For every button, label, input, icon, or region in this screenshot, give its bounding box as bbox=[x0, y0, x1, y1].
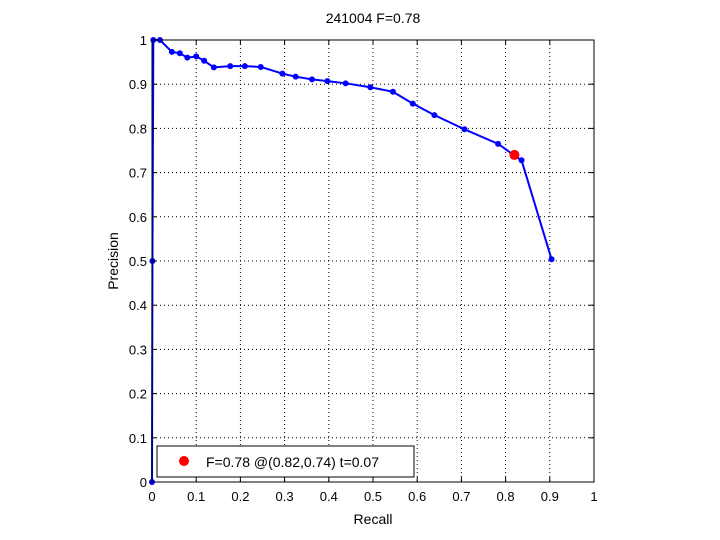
y-tick-label: 0.2 bbox=[129, 387, 147, 402]
data-point bbox=[461, 126, 468, 133]
x-tick-label: 0.2 bbox=[231, 489, 249, 504]
ticks bbox=[151, 39, 595, 483]
x-tick-label: 0.6 bbox=[408, 489, 426, 504]
data-point bbox=[168, 48, 175, 55]
data-point bbox=[431, 112, 438, 119]
y-tick-label: 0.1 bbox=[129, 431, 147, 446]
legend: F=0.78 @(0.82,0.74) t=0.07 bbox=[156, 445, 415, 478]
x-tick-label: 0.9 bbox=[541, 489, 559, 504]
highlight bbox=[509, 149, 520, 160]
data-point bbox=[342, 80, 349, 87]
y-axis-title: Precision bbox=[105, 232, 121, 290]
y-tick-label: 0.9 bbox=[129, 77, 147, 92]
x-tick-label: 0 bbox=[148, 489, 155, 504]
data-point bbox=[176, 50, 183, 57]
data-point bbox=[548, 256, 555, 263]
x-tick-labels: 0 0.1 0.2 0.3 0.4 0.5 0.6 0.7 0.8 0.9 1 bbox=[148, 489, 597, 504]
series bbox=[149, 37, 555, 485]
x-tick-label: 0.4 bbox=[320, 489, 338, 504]
data-point bbox=[184, 54, 191, 61]
data-point bbox=[257, 63, 264, 70]
y-tick-label: 0.3 bbox=[129, 342, 147, 357]
data-point bbox=[495, 140, 502, 147]
y-tick-label: 1 bbox=[140, 33, 147, 48]
y-tick-label: 0.8 bbox=[129, 121, 147, 136]
y-tick-labels: 0 0.1 0.2 0.3 0.4 0.5 0.6 0.7 0.8 0.9 1 bbox=[129, 33, 147, 490]
y-tick-label: 0 bbox=[140, 475, 147, 490]
data-point bbox=[518, 157, 525, 164]
x-tick-label: 0.5 bbox=[364, 489, 382, 504]
x-tick-label: 0.1 bbox=[187, 489, 205, 504]
legend-label: F=0.78 @(0.82,0.74) t=0.07 bbox=[206, 454, 379, 470]
data-point bbox=[227, 63, 234, 70]
y-tick-label: 0.6 bbox=[129, 210, 147, 225]
x-tick-label: 0.3 bbox=[276, 489, 294, 504]
data-point bbox=[367, 84, 374, 91]
data-point bbox=[279, 70, 286, 77]
x-tick-label: 1 bbox=[590, 489, 597, 504]
x-tick-label: 0.7 bbox=[452, 489, 470, 504]
y-tick-label: 0.4 bbox=[129, 298, 147, 313]
data-point bbox=[193, 53, 200, 60]
data-point bbox=[241, 63, 248, 70]
data-point bbox=[210, 64, 217, 71]
y-tick-label: 0.7 bbox=[129, 166, 147, 181]
best-f-point bbox=[509, 149, 520, 160]
x-axis-title: Recall bbox=[354, 511, 393, 527]
data-point bbox=[389, 88, 396, 95]
data-point bbox=[201, 57, 208, 64]
legend-marker bbox=[179, 456, 189, 466]
data-point bbox=[292, 73, 299, 80]
x-tick-label: 0.8 bbox=[497, 489, 515, 504]
data-point bbox=[309, 76, 316, 83]
chart-title: 241004 F=0.78 bbox=[326, 10, 421, 26]
data-point bbox=[324, 78, 331, 85]
legend-box bbox=[156, 445, 415, 478]
grid bbox=[152, 40, 594, 482]
y-tick-label: 0.5 bbox=[129, 254, 147, 269]
data-point bbox=[409, 100, 416, 107]
